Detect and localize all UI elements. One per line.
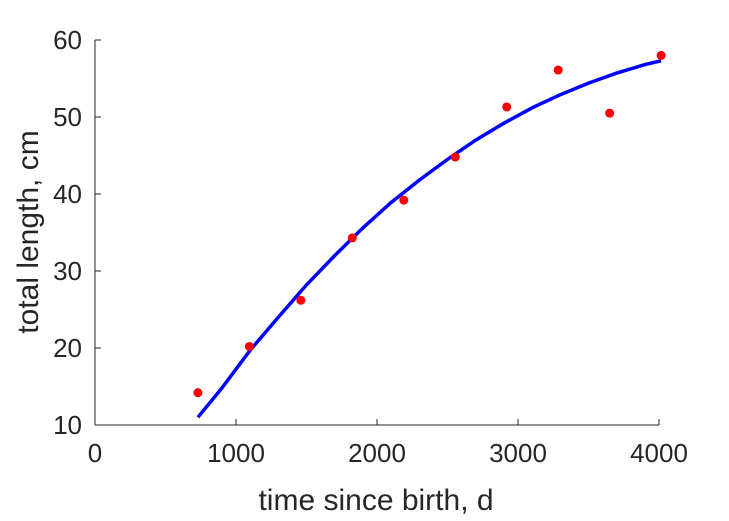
data-point <box>244 341 254 351</box>
x-tick-label: 4000 <box>630 438 688 468</box>
data-point <box>605 108 615 118</box>
y-axis-label: total length, cm <box>12 130 45 333</box>
data-point <box>450 152 460 162</box>
fit-curve <box>196 59 662 419</box>
y-tick-label: 30 <box>53 256 82 286</box>
data-point <box>296 295 306 305</box>
x-tick-label: 2000 <box>348 438 406 468</box>
data-point <box>399 195 409 205</box>
data-point <box>553 65 563 75</box>
data-point <box>193 388 203 398</box>
data-point <box>502 102 512 112</box>
ticks: 0 1000 2000 3000 4000 10 20 30 40 50 60 <box>53 25 688 468</box>
y-tick-label: 60 <box>53 25 82 55</box>
x-tick-label: 0 <box>88 438 102 468</box>
data-point <box>347 233 357 243</box>
x-tick-label: 3000 <box>489 438 547 468</box>
y-tick-label: 20 <box>53 333 82 363</box>
axes <box>94 40 659 426</box>
y-tick-label: 40 <box>53 179 82 209</box>
x-axis-label: time since birth, d <box>258 484 493 517</box>
data-point <box>656 50 666 60</box>
chart-marks <box>193 50 666 419</box>
y-tick-label: 50 <box>53 102 82 132</box>
x-tick-label: 1000 <box>207 438 265 468</box>
y-tick-label: 10 <box>53 410 82 440</box>
